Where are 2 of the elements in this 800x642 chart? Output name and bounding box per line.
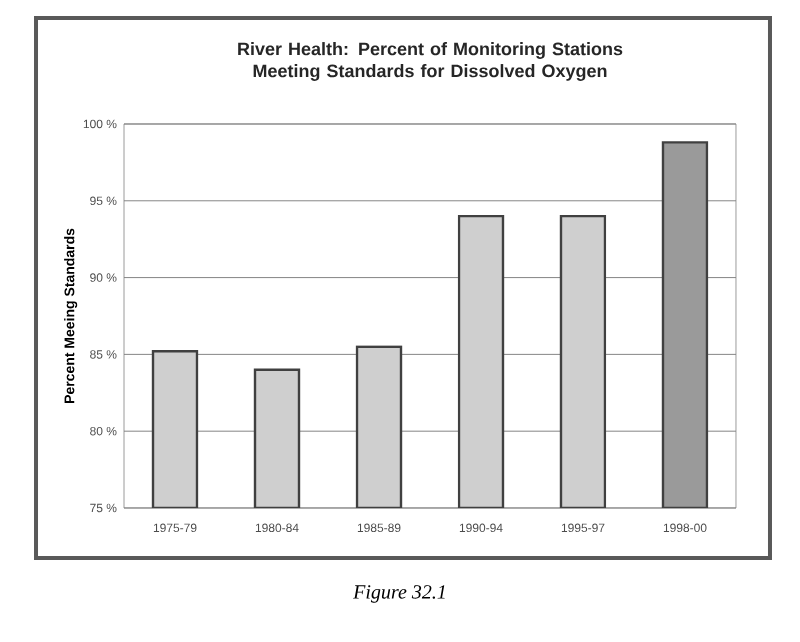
chart-title: River Health: Percent of Monitoring Stations Meeting Standards for Dissolved Oxygen	[238, 42, 623, 81]
caption: Figure 32.1	[353, 585, 445, 603]
